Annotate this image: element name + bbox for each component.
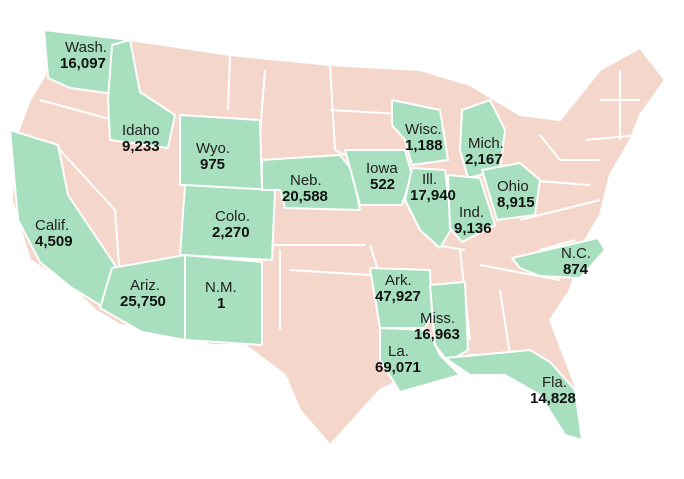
svg-text:Ill.: Ill. bbox=[422, 171, 437, 188]
label-nm: N.M. 1 bbox=[205, 279, 237, 312]
svg-text:1: 1 bbox=[217, 295, 225, 312]
label-ne: Neb. 20,588 bbox=[282, 172, 328, 205]
svg-text:Calif.: Calif. bbox=[35, 217, 69, 234]
svg-text:Ariz.: Ariz. bbox=[130, 277, 160, 294]
state-ar bbox=[369, 267, 433, 329]
state-wa bbox=[43, 29, 131, 96]
state-az bbox=[99, 254, 186, 341]
svg-text:Idaho: Idaho bbox=[122, 122, 160, 139]
svg-text:Mich.: Mich. bbox=[468, 135, 504, 152]
state-oh bbox=[481, 162, 541, 221]
state-fl bbox=[444, 349, 583, 441]
label-nc: N.C. 874 bbox=[561, 245, 591, 278]
svg-text:9,136: 9,136 bbox=[454, 220, 492, 237]
svg-text:2,270: 2,270 bbox=[212, 224, 250, 241]
state-ia bbox=[344, 149, 413, 206]
label-wi: Wisc. 1,188 bbox=[405, 121, 443, 154]
label-il: Ill. 17,940 bbox=[410, 171, 456, 204]
state-la bbox=[379, 327, 461, 393]
svg-text:975: 975 bbox=[200, 156, 225, 173]
svg-text:Ind.: Ind. bbox=[459, 204, 484, 221]
label-oh: Ohio 8,915 bbox=[497, 178, 535, 211]
svg-text:Fla.: Fla. bbox=[542, 374, 567, 391]
state-nm bbox=[184, 254, 263, 346]
svg-text:Miss.: Miss. bbox=[420, 310, 455, 327]
label-wy: Wyo. 975 bbox=[196, 140, 230, 173]
svg-text:17,940: 17,940 bbox=[410, 187, 456, 204]
label-la: La. 69,071 bbox=[375, 343, 421, 376]
svg-text:47,927: 47,927 bbox=[375, 288, 421, 305]
svg-text:2,167: 2,167 bbox=[465, 151, 503, 168]
state-ne bbox=[261, 154, 361, 211]
label-in: Ind. 9,136 bbox=[454, 204, 492, 237]
svg-text:8,915: 8,915 bbox=[497, 194, 535, 211]
svg-text:La.: La. bbox=[388, 343, 409, 360]
svg-text:1,188: 1,188 bbox=[405, 137, 443, 154]
svg-text:16,963: 16,963 bbox=[414, 326, 460, 343]
svg-text:Colo.: Colo. bbox=[215, 208, 250, 225]
svg-text:Ohio: Ohio bbox=[497, 178, 529, 195]
pink-state-borders bbox=[39, 54, 641, 356]
svg-text:4,509: 4,509 bbox=[35, 233, 73, 250]
svg-text:25,750: 25,750 bbox=[120, 293, 166, 310]
state-wi bbox=[391, 99, 449, 166]
state-co bbox=[179, 184, 276, 261]
svg-text:14,828: 14,828 bbox=[530, 390, 576, 407]
svg-text:N.M.: N.M. bbox=[205, 279, 237, 296]
svg-text:522: 522 bbox=[370, 176, 395, 193]
label-az: Ariz. 25,750 bbox=[120, 277, 166, 310]
label-ms: Miss. 16,963 bbox=[414, 310, 460, 343]
svg-text:Wisc.: Wisc. bbox=[405, 121, 442, 138]
label-ar: Ark. 47,927 bbox=[375, 272, 421, 305]
svg-text:Ark.: Ark. bbox=[385, 272, 412, 289]
state-id bbox=[107, 39, 176, 149]
svg-text:20,588: 20,588 bbox=[282, 188, 328, 205]
label-co: Colo. 2,270 bbox=[212, 208, 250, 241]
state-in bbox=[447, 174, 496, 243]
label-mi: Mich. 2,167 bbox=[465, 135, 504, 168]
svg-text:9,233: 9,233 bbox=[122, 138, 160, 155]
label-ca: Calif. 4,509 bbox=[35, 217, 73, 250]
svg-text:16,097: 16,097 bbox=[60, 55, 106, 72]
svg-text:Neb.: Neb. bbox=[290, 172, 322, 189]
state-il bbox=[404, 167, 453, 249]
label-id: Idaho 9,233 bbox=[122, 122, 160, 155]
label-fl: Fla. 14,828 bbox=[530, 374, 576, 407]
svg-text:Wyo.: Wyo. bbox=[196, 140, 230, 157]
svg-text:Wash.: Wash. bbox=[65, 39, 107, 56]
svg-text:69,071: 69,071 bbox=[375, 359, 421, 376]
label-wa: Wash. 16,097 bbox=[60, 39, 107, 72]
state-nc bbox=[511, 237, 606, 279]
svg-text:874: 874 bbox=[563, 261, 589, 278]
label-ia: Iowa 522 bbox=[366, 160, 398, 193]
svg-text:Iowa: Iowa bbox=[366, 160, 398, 177]
svg-text:N.C.: N.C. bbox=[561, 245, 591, 262]
